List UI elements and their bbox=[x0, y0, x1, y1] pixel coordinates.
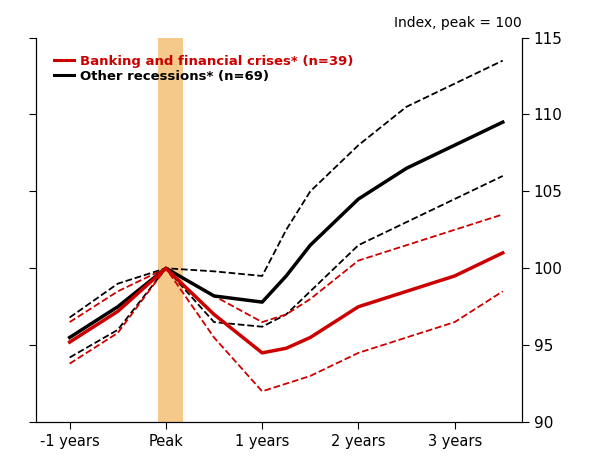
Text: Index, peak = 100: Index, peak = 100 bbox=[394, 16, 522, 30]
Legend: Banking and financial crises* (n=39), Other recessions* (n=69): Banking and financial crises* (n=39), Ot… bbox=[47, 48, 361, 90]
Bar bbox=[158, 38, 183, 422]
